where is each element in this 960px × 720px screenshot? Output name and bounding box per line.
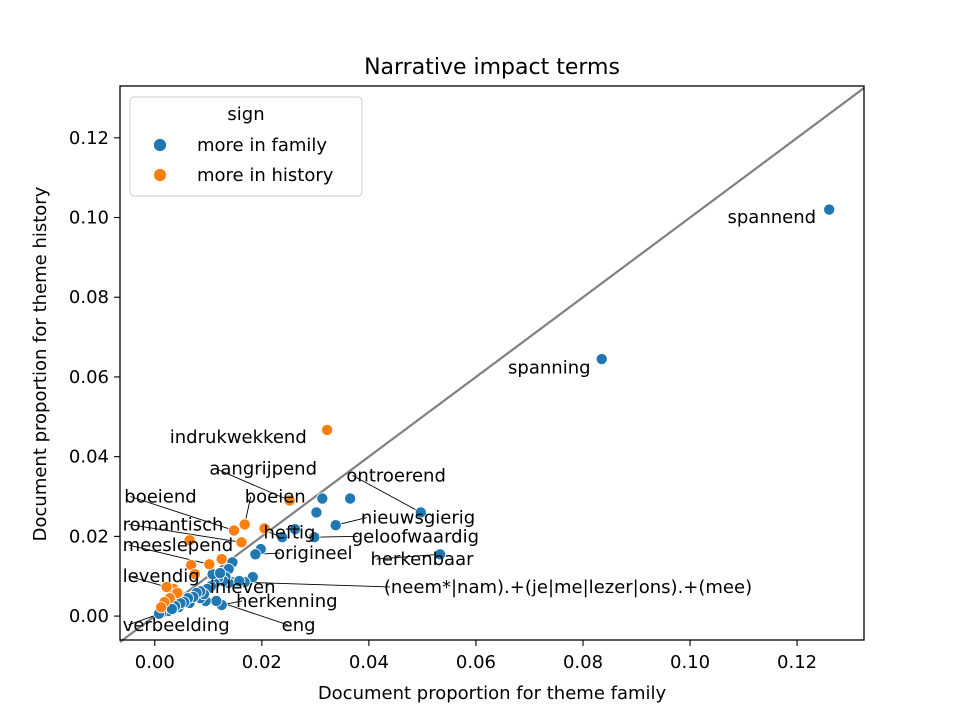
point-series-1	[595, 353, 608, 366]
points-layer	[153, 203, 836, 620]
point-series-1	[249, 548, 262, 561]
annotation-label: meeslepend	[123, 535, 233, 556]
annotation-label: indrukwekkend	[170, 427, 307, 448]
point-series-1	[434, 548, 447, 561]
x-tick-label: 0.00	[135, 652, 175, 673]
annotation-label: inleven	[210, 577, 276, 598]
point-series-2	[160, 580, 173, 593]
y-tick-label: 0.00	[69, 606, 109, 627]
legend-box	[129, 96, 363, 197]
point-series-1	[289, 523, 302, 536]
annotation-label: nieuwsgierig	[361, 508, 475, 529]
x-tick-label: 0.06	[456, 652, 496, 673]
point-series-2	[203, 558, 216, 571]
point-series-2	[321, 423, 334, 436]
point-series-2	[228, 524, 241, 537]
annotation-arrow-meeslepend	[128, 544, 210, 565]
annotation-arrow-boeiend	[130, 496, 235, 531]
annotation-arrow-geloofwaardig	[314, 535, 358, 538]
point-series-1	[414, 506, 427, 519]
annotation-label: (neem*|nam).+(je|me|lezer|ons).+(mee)	[384, 577, 752, 598]
axes-frame	[119, 85, 865, 641]
annotation-label: levendig	[123, 566, 200, 587]
point-series-1	[316, 492, 329, 505]
y-tick-label: 0.08	[69, 287, 109, 308]
annotation-label: spannend	[728, 207, 817, 228]
annotation-label: geloofwaardig	[352, 526, 479, 547]
x-axis-label: Document proportion for theme family	[318, 683, 667, 704]
legend-entries: more in family more in history	[153, 135, 334, 186]
annotation-label: herkenning	[236, 591, 337, 612]
y-tick-label: 0.02	[69, 526, 109, 547]
legend-marker-1	[153, 138, 167, 152]
annotation-arrow-aangrijpend	[215, 468, 290, 501]
point-series-1	[310, 506, 323, 519]
point-series-2	[238, 518, 251, 531]
point-series-1	[344, 492, 357, 505]
legend-marker-2	[153, 168, 167, 182]
annotation-label: aangrijpend	[209, 459, 317, 480]
chart-title: Narrative impact terms	[364, 55, 620, 80]
point-series-1	[233, 575, 246, 588]
x-tick-label: 0.12	[777, 652, 817, 673]
x-tick-label: 0.10	[670, 652, 710, 673]
y-tick-label: 0.06	[69, 367, 109, 388]
point-series-2	[283, 494, 296, 507]
annotation-arrow-neem-nam-je-me-lezer-ons-mee	[244, 581, 390, 588]
diagonal-layer	[119, 87, 865, 643]
point-series-2	[258, 522, 271, 535]
point-series-2	[155, 601, 168, 614]
point-series-2	[235, 536, 248, 549]
y-tick-label: 0.10	[69, 208, 109, 229]
annotation-label: origineel	[274, 543, 352, 564]
y-tick-label: 0.12	[69, 128, 109, 149]
point-series-1	[823, 203, 836, 216]
x-axis-ticks: 0.00 0.02 0.04 0.06 0.08 0.10 0.12	[135, 640, 817, 673]
annotation-label: boeien	[245, 486, 306, 507]
point-series-2	[215, 553, 228, 566]
point-series-2	[183, 534, 196, 547]
annotation-arrow-eng	[216, 600, 288, 626]
annotation-arrow-ontroerend	[352, 474, 422, 513]
x-tick-label: 0.04	[349, 652, 389, 673]
annotation-labels: spannend spanning indrukwekkend aangrijpend…	[123, 207, 816, 636]
plot-area: spannend spanning indrukwekkend aangrijpend…	[119, 87, 865, 643]
legend-title: sign	[227, 104, 264, 125]
annotation-label: romantisch	[123, 514, 224, 535]
legend-label-1: more in family	[197, 135, 327, 156]
axes-border	[119, 85, 865, 641]
legend-label-2: more in history	[197, 165, 334, 186]
x-tick-label: 0.08	[563, 652, 603, 673]
annotation-label: herkenbaar	[370, 549, 474, 570]
y-axis-ticks: 0.00 0.02 0.04 0.06 0.08 0.10 0.12	[69, 128, 120, 627]
legend: sign more in family more in history	[129, 96, 363, 197]
annotation-arrow-herkenbaar	[376, 553, 441, 560]
y-axis-label: Document proportion for theme history	[30, 186, 51, 541]
x-tick-label: 0.02	[242, 652, 282, 673]
annotation-label: verbeelding	[123, 615, 230, 636]
annotation-label: boeiend	[124, 486, 196, 507]
annotation-label: heftig	[263, 522, 315, 543]
point-series-1	[214, 567, 227, 580]
diagonal-reference-line	[119, 87, 865, 643]
point-series-1	[276, 531, 289, 544]
annotation-label: spanning	[508, 357, 591, 378]
y-tick-label: 0.04	[69, 447, 109, 468]
point-series-1	[329, 519, 342, 532]
annotation-label: eng	[282, 615, 316, 636]
annotation-label: ontroerend	[346, 465, 445, 486]
annotation-arrow-romantisch	[128, 523, 242, 543]
point-series-2	[188, 568, 201, 581]
point-series-1	[308, 531, 321, 544]
